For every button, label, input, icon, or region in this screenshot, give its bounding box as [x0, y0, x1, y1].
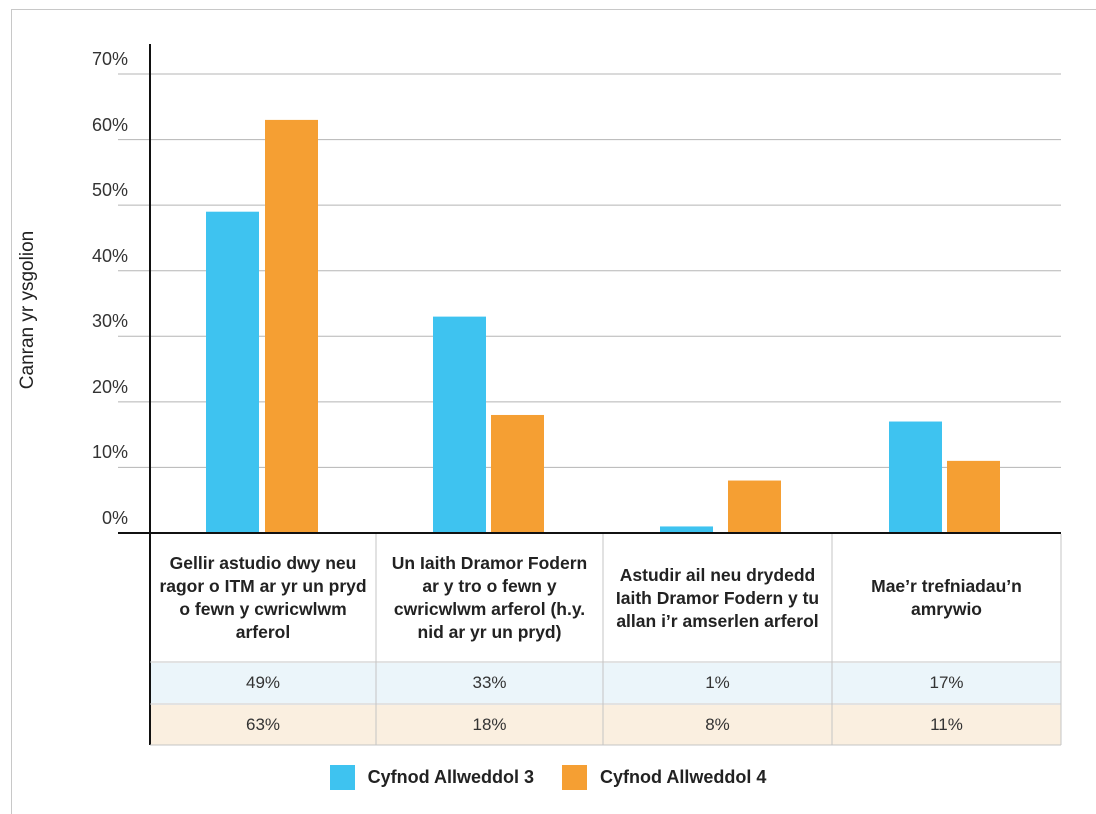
bar-ks4	[947, 460, 1000, 533]
category-label: Un Iaith Dramor Fodern ar y tro o fewn y…	[391, 553, 588, 642]
data-label-ks3: 1%	[705, 673, 730, 692]
y-tick-label: 40%	[91, 245, 128, 266]
y-tick-label: 10%	[91, 442, 128, 463]
legend-label-ks4: Cyfnod Allweddol 4	[600, 766, 767, 787]
data-label-ks4: 18%	[472, 715, 507, 734]
bar-ks3	[889, 421, 942, 533]
y-axis-label-text: Canran yr ysgolion	[17, 230, 38, 390]
legend-item-ks3: Cyfnod Allweddol 3	[329, 764, 534, 790]
table-row-bg	[151, 663, 1061, 703]
bar-ks4	[728, 480, 781, 533]
y-tick-label: 60%	[91, 114, 128, 135]
legend-swatch-ks4	[562, 764, 587, 790]
y-tick-label: 0%	[101, 508, 128, 528]
category-label: Gellir astudio dwy neu ragor o ITM ar yr…	[159, 553, 367, 642]
y-tick-label: 70%	[91, 49, 128, 69]
data-label-ks3: 33%	[472, 673, 507, 692]
data-label-ks4: 8%	[705, 715, 730, 734]
category-label: Mae’r trefniadau’n amrywio	[871, 576, 1022, 619]
data-label-ks3: 49%	[245, 673, 281, 692]
category-label: Astudir ail neu drydedd Iaith Dramor Fod…	[615, 564, 820, 631]
legend-item-ks4: Cyfnod Allweddol 4	[562, 764, 767, 790]
table-row-bg	[151, 705, 1061, 745]
chart-frame	[11, 9, 1096, 814]
y-tick-label: 30%	[91, 311, 128, 332]
legend-label-ks3: Cyfnod Allweddol 3	[367, 766, 534, 787]
bar-ks4	[265, 119, 318, 534]
bar-ks3	[206, 211, 259, 533]
data-label-ks3: 17%	[929, 673, 964, 692]
y-tick-label: 20%	[91, 376, 128, 397]
legend-swatch-ks3	[329, 764, 355, 790]
y-tick-label: 50%	[91, 180, 128, 201]
data-label-ks4: 63%	[245, 715, 281, 734]
bar-ks3	[433, 316, 486, 533]
bar-ks4	[491, 414, 544, 533]
legend: Cyfnod Allweddol 3 Cyfnod Allweddol 4	[0, 764, 1096, 790]
data-label-ks4: 11%	[930, 715, 963, 734]
bar-ks3	[660, 526, 713, 533]
